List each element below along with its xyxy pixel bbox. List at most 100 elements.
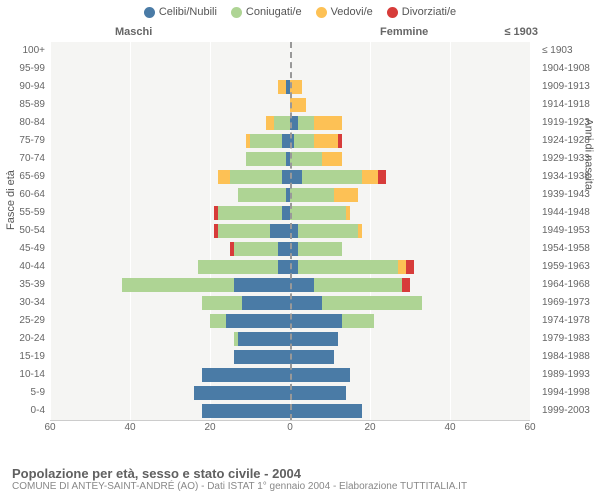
bar-seg-male-single [202, 368, 290, 382]
bar-seg-female-single [290, 350, 334, 364]
bar-seg-female-widowed [314, 116, 342, 130]
birth-year-label: 1974-1978 [542, 312, 600, 330]
bar-seg-female-single [290, 296, 322, 310]
x-tick-label: 60 [524, 422, 535, 433]
bar-seg-male-widowed [266, 116, 274, 130]
birth-year-label: 1994-1998 [542, 384, 600, 402]
bar-seg-female-married [294, 134, 314, 148]
age-group-label: 25-29 [0, 312, 45, 330]
bar-seg-female-widowed [290, 98, 306, 112]
age-group-label: 40-44 [0, 258, 45, 276]
bar-seg-female-single [290, 386, 346, 400]
birth-year-label: 1949-1953 [542, 222, 600, 240]
birth-year-label: 1964-1968 [542, 276, 600, 294]
bar-seg-female-widowed [334, 188, 358, 202]
header-female: Femmine [380, 26, 428, 38]
bar-seg-male-married [246, 152, 286, 166]
birth-year-label: 1909-1913 [542, 78, 600, 96]
birth-year-label: 1919-1923 [542, 114, 600, 132]
bar-seg-male-single [234, 278, 290, 292]
birth-year-label: 1989-1993 [542, 366, 600, 384]
birth-year-label: 1969-1973 [542, 294, 600, 312]
age-group-label: 65-69 [0, 168, 45, 186]
bar-seg-male-married [202, 296, 242, 310]
age-group-label: 80-84 [0, 114, 45, 132]
birth-year-label: 1954-1958 [542, 240, 600, 258]
bar-seg-male-divorced [214, 206, 218, 220]
bar-seg-male-single [226, 314, 290, 328]
chart-container: Celibi/NubiliConiugati/eVedovi/eDivorzia… [0, 0, 600, 500]
header-male: Maschi [115, 26, 152, 38]
bar-seg-male-married [230, 170, 282, 184]
bar-seg-female-divorced [406, 260, 414, 274]
gridline [530, 42, 531, 420]
bar-seg-male-married [234, 332, 238, 346]
legend-dot [144, 7, 155, 18]
birth-year-label: 1984-1988 [542, 348, 600, 366]
bar-seg-female-married [298, 260, 398, 274]
age-group-label: 5-9 [0, 384, 45, 402]
age-group-label: 100+ [0, 42, 45, 60]
birth-year-label: ≤ 1903 [542, 42, 600, 60]
x-tick-label: 0 [287, 422, 293, 433]
birth-year-label: 1904-1908 [542, 60, 600, 78]
bar-seg-female-widowed [358, 224, 362, 238]
bar-seg-male-married [198, 260, 278, 274]
bar-seg-female-widowed [398, 260, 406, 274]
birth-year-label: 1959-1963 [542, 258, 600, 276]
x-tick-label: 40 [444, 422, 455, 433]
legend-label: Celibi/Nubili [159, 6, 217, 18]
bar-seg-male-divorced [214, 224, 218, 238]
bar-seg-male-married [274, 116, 290, 130]
age-group-label: 15-19 [0, 348, 45, 366]
bar-seg-male-single [282, 170, 290, 184]
birth-year-label: 1944-1948 [542, 204, 600, 222]
bar-seg-female-widowed [322, 152, 342, 166]
bar-seg-male-single [238, 332, 290, 346]
bar-seg-female-divorced [338, 134, 342, 148]
y-axis-left-labels: 100+95-9990-9485-8980-8475-7970-7465-696… [0, 42, 45, 442]
legend-item: Vedovi/e [316, 6, 373, 18]
age-group-label: 10-14 [0, 366, 45, 384]
legend-label: Coniugati/e [246, 6, 302, 18]
bar-seg-female-married [342, 314, 374, 328]
bar-seg-female-married [298, 242, 342, 256]
y-axis-right-labels: ≤ 19031904-19081909-19131914-19181919-19… [542, 42, 600, 442]
header-years: ≤ 1903 [504, 26, 538, 38]
bar-seg-male-widowed [278, 80, 286, 94]
bar-seg-female-married [314, 278, 402, 292]
bar-seg-female-divorced [378, 170, 386, 184]
bar-seg-female-married [290, 188, 334, 202]
bar-seg-male-single [194, 386, 290, 400]
footer: Popolazione per età, sesso e stato civil… [12, 466, 467, 492]
legend-item: Coniugati/e [231, 6, 302, 18]
age-group-label: 75-79 [0, 132, 45, 150]
chart-subtitle: COMUNE DI ANTEY-SAINT-ANDRÉ (AO) - Dati … [12, 481, 467, 492]
age-group-label: 50-54 [0, 222, 45, 240]
bar-seg-male-married [250, 134, 282, 148]
bar-seg-female-married [302, 170, 362, 184]
legend-dot [387, 7, 398, 18]
bar-seg-male-single [202, 404, 290, 418]
chart-title: Popolazione per età, sesso e stato civil… [12, 466, 467, 481]
bar-seg-female-single [290, 368, 350, 382]
age-group-label: 0-4 [0, 402, 45, 420]
bar-seg-male-married [122, 278, 234, 292]
bar-seg-female-single [290, 314, 342, 328]
age-group-label: 55-59 [0, 204, 45, 222]
birth-year-label: 1999-2003 [542, 402, 600, 420]
bar-seg-male-single [282, 206, 290, 220]
legend: Celibi/NubiliConiugati/eVedovi/eDivorzia… [0, 0, 600, 18]
bar-seg-female-married [298, 224, 358, 238]
bar-seg-female-widowed [346, 206, 350, 220]
x-tick-label: 20 [364, 422, 375, 433]
bar-seg-male-married [218, 206, 282, 220]
bar-seg-male-single [282, 134, 290, 148]
age-group-label: 70-74 [0, 150, 45, 168]
bar-seg-female-single [290, 278, 314, 292]
age-group-label: 35-39 [0, 276, 45, 294]
x-tick-label: 40 [124, 422, 135, 433]
age-group-label: 60-64 [0, 186, 45, 204]
bar-seg-female-single [290, 332, 338, 346]
bar-seg-female-married [290, 152, 322, 166]
